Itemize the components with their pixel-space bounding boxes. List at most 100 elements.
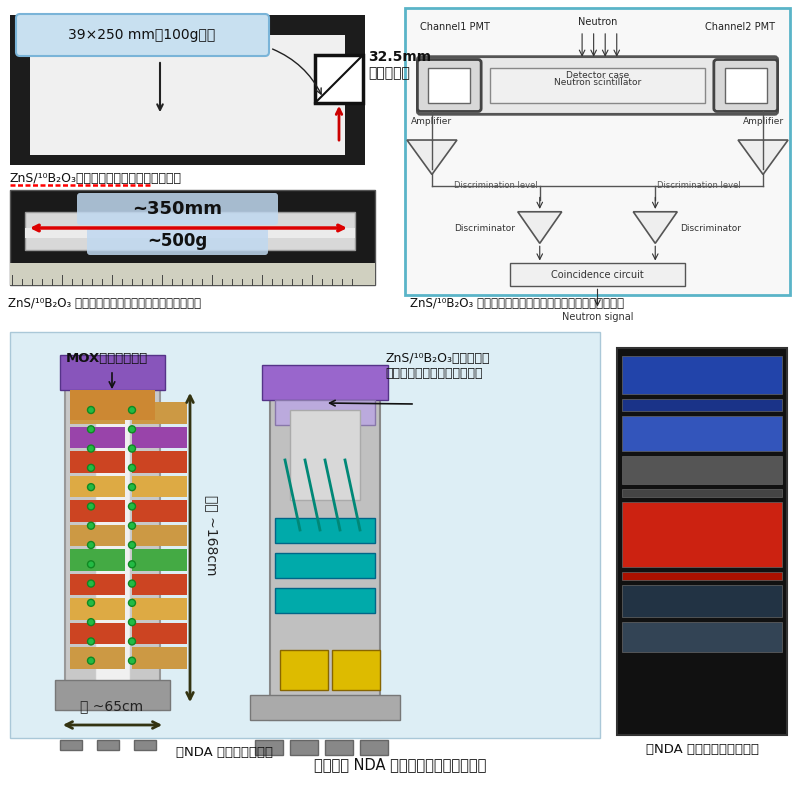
Bar — [60, 740, 82, 750]
Bar — [290, 740, 318, 755]
Circle shape — [87, 619, 94, 626]
Circle shape — [87, 426, 94, 433]
Bar — [275, 518, 375, 543]
Circle shape — [129, 657, 135, 664]
Bar — [132, 549, 187, 571]
Bar — [622, 622, 782, 652]
Bar — [622, 572, 782, 580]
Text: （NDA 装置データ収集系）: （NDA 装置データ収集系） — [646, 743, 758, 756]
Text: ~500g: ~500g — [147, 232, 207, 250]
Polygon shape — [518, 211, 562, 244]
Circle shape — [129, 503, 135, 510]
Bar — [617, 348, 787, 735]
Bar — [250, 695, 400, 720]
Bar — [332, 650, 380, 690]
Bar — [60, 355, 165, 390]
Circle shape — [129, 426, 135, 433]
Bar — [10, 263, 375, 285]
Bar — [275, 553, 375, 578]
Circle shape — [87, 445, 94, 452]
Bar — [622, 356, 782, 394]
Bar — [270, 370, 380, 720]
Circle shape — [87, 503, 94, 510]
Text: ~350mm: ~350mm — [132, 200, 222, 218]
Circle shape — [87, 580, 94, 587]
Bar — [132, 402, 187, 424]
Bar — [132, 476, 187, 498]
Circle shape — [129, 542, 135, 549]
Circle shape — [129, 560, 135, 567]
Bar — [97, 740, 119, 750]
Text: ZnS/¹⁰B₂O₃セラミックシンチレータシート: ZnS/¹⁰B₂O₃セラミックシンチレータシート — [10, 172, 182, 185]
Text: Neutron: Neutron — [578, 17, 617, 27]
FancyBboxPatch shape — [16, 14, 269, 56]
Bar — [132, 427, 187, 448]
Text: Discriminator: Discriminator — [454, 225, 514, 233]
Bar — [134, 740, 156, 750]
Bar — [132, 623, 187, 645]
FancyBboxPatch shape — [418, 57, 778, 114]
Bar — [132, 648, 187, 669]
Bar — [622, 502, 782, 567]
Text: 高さ ~168cm: 高さ ~168cm — [205, 494, 219, 575]
Bar — [70, 476, 125, 498]
Polygon shape — [407, 140, 457, 174]
Bar — [325, 740, 353, 755]
Bar — [10, 332, 600, 738]
Bar — [262, 365, 388, 400]
Circle shape — [87, 522, 94, 529]
Bar — [70, 598, 125, 620]
Bar — [70, 500, 125, 522]
Bar — [622, 456, 782, 484]
Bar — [70, 648, 125, 669]
FancyBboxPatch shape — [87, 227, 268, 255]
Bar — [315, 55, 363, 103]
Text: 39×250 mm，100g以下: 39×250 mm，100g以下 — [68, 28, 216, 42]
Bar — [70, 623, 125, 645]
Text: Amplifier: Amplifier — [742, 116, 784, 126]
Circle shape — [87, 600, 94, 606]
Text: ZnS/¹⁰B₂O₃ セラミックシンチレータ検出器ユニット: ZnS/¹⁰B₂O₃ セラミックシンチレータ検出器ユニット — [8, 297, 201, 310]
Text: Neutron scintillator: Neutron scintillator — [554, 78, 641, 87]
Bar — [622, 399, 782, 411]
Bar — [70, 549, 125, 571]
Bar — [428, 68, 470, 103]
Bar — [360, 740, 388, 755]
Text: Channel1 PMT: Channel1 PMT — [420, 22, 490, 32]
Circle shape — [129, 406, 135, 413]
Text: Discrimination level: Discrimination level — [658, 182, 741, 190]
Circle shape — [87, 560, 94, 567]
Text: Neutron signal: Neutron signal — [562, 312, 634, 322]
Polygon shape — [738, 140, 788, 174]
Bar — [55, 680, 170, 710]
Polygon shape — [634, 211, 678, 244]
Bar — [70, 402, 125, 424]
Bar — [622, 585, 782, 617]
Bar — [280, 650, 328, 690]
Circle shape — [129, 522, 135, 529]
Bar — [622, 416, 782, 451]
Text: （NDA 装置検出器部）: （NDA 装置検出器部） — [177, 746, 274, 759]
Text: Discriminator: Discriminator — [680, 225, 742, 233]
FancyBboxPatch shape — [77, 193, 278, 225]
Circle shape — [87, 542, 94, 549]
Text: Coincidence circuit: Coincidence circuit — [551, 270, 644, 280]
Text: ZnS/¹⁰B₂O₃セラミック
シンチレータ検出器ユニット: ZnS/¹⁰B₂O₃セラミック シンチレータ検出器ユニット — [385, 352, 490, 380]
Bar — [490, 68, 706, 103]
Bar — [405, 8, 790, 295]
Circle shape — [129, 619, 135, 626]
Text: MOXキャニスター: MOXキャニスター — [66, 352, 148, 365]
Bar — [70, 427, 125, 448]
Bar — [255, 740, 283, 755]
Bar — [70, 525, 125, 546]
Circle shape — [129, 580, 135, 587]
Bar — [132, 500, 187, 522]
Text: Channel2 PMT: Channel2 PMT — [705, 22, 775, 32]
Text: Detector case: Detector case — [566, 72, 629, 80]
Text: 32.5mm
（正方形）: 32.5mm （正方形） — [368, 50, 431, 80]
Bar — [510, 263, 686, 286]
Bar — [132, 525, 187, 546]
Circle shape — [129, 445, 135, 452]
Bar — [25, 228, 355, 238]
Text: 幅 ~65cm: 幅 ~65cm — [81, 699, 143, 713]
